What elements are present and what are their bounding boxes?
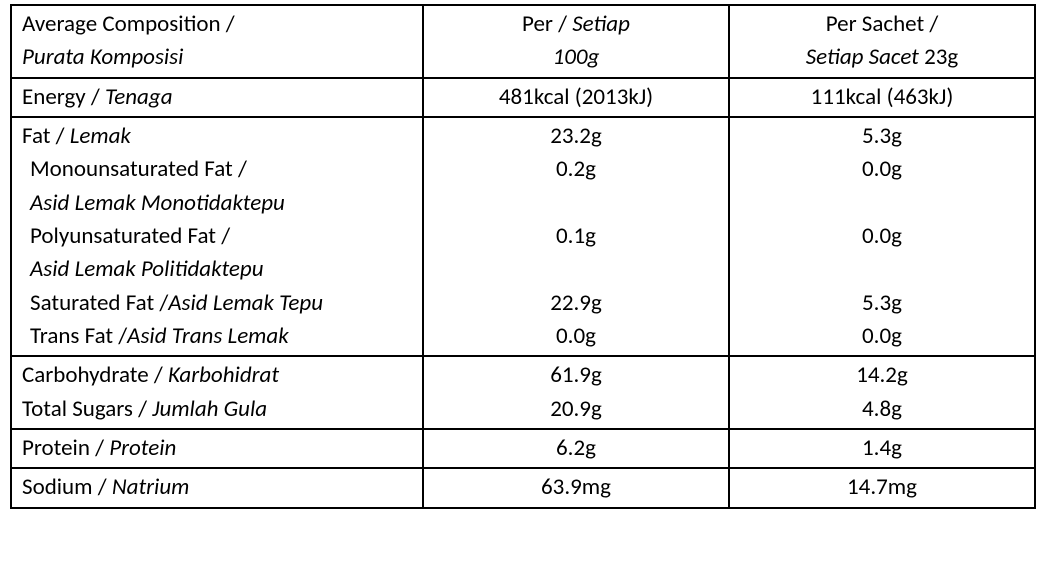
header-col3-alt: Setiap Sacet xyxy=(806,43,924,71)
cell-fat-labels: Fat / Lemak Monounsaturated Fat / Asid L… xyxy=(11,117,423,356)
header-col2-en: Per / xyxy=(522,10,572,38)
cell-sodium-per100: 63.9mg xyxy=(423,468,729,507)
sugars-label-alt: Jumlah Gula xyxy=(152,395,267,423)
fat-label-en: Fat / xyxy=(22,122,70,150)
header-col1-alt: Purata Komposisi xyxy=(22,43,183,71)
row-carb-block: Carbohydrate / Karbohidrat Total Sugars … xyxy=(11,356,1035,429)
nutrition-table: Average Composition / Purata Komposisi P… xyxy=(10,4,1036,509)
cell-protein-persachet: 1.4g xyxy=(729,429,1035,468)
row-protein: Protein / Protein 6.2g 1.4g xyxy=(11,429,1035,468)
cell-fat-per100: 23.2g 0.2g 0.1g 22.9g 0.0g xyxy=(423,117,729,356)
header-col3-tail: 23g xyxy=(924,43,958,71)
cell-energy-persachet: 111kcal (463kJ) xyxy=(729,78,1035,117)
trans-label-alt: Asid Trans Lemak xyxy=(127,322,288,350)
trans-persachet: 0.0g xyxy=(862,322,902,350)
carb-persachet: 14.2g xyxy=(856,361,908,389)
header-col3-en: Per Sachet / xyxy=(826,10,939,38)
cell-energy-label: Energy / Tenaga xyxy=(11,78,423,117)
table-header-row: Average Composition / Purata Komposisi P… xyxy=(11,5,1035,78)
cell-fat-persachet: 5.3g 0.0g 0.0g 5.3g 0.0g xyxy=(729,117,1035,356)
poly-persachet: 0.0g xyxy=(862,222,902,250)
header-col3: Per Sachet / Setiap Sacet 23g xyxy=(729,5,1035,78)
header-col2-line2: 100g xyxy=(553,43,600,71)
sodium-label-alt: Natrium xyxy=(112,473,190,501)
sat-persachet: 5.3g xyxy=(862,289,902,317)
cell-sodium-label: Sodium / Natrium xyxy=(11,468,423,507)
energy-label-alt: Tenaga xyxy=(105,83,173,111)
row-fat-block: Fat / Lemak Monounsaturated Fat / Asid L… xyxy=(11,117,1035,356)
cell-carb-per100: 61.9g 20.9g xyxy=(423,356,729,429)
nutrition-table-wrapper: Average Composition / Purata Komposisi P… xyxy=(0,0,1044,519)
carb-per100: 61.9g xyxy=(550,361,602,389)
fat-persachet: 5.3g xyxy=(862,122,902,150)
cell-carb-labels: Carbohydrate / Karbohidrat Total Sugars … xyxy=(11,356,423,429)
cell-sodium-persachet: 14.7mg xyxy=(729,468,1035,507)
sugars-per100: 20.9g xyxy=(550,395,602,423)
protein-label-alt: Protein xyxy=(109,434,176,462)
sugars-label-en: Total Sugars / xyxy=(22,395,152,423)
row-energy: Energy / Tenaga 481kcal (2013kJ) 111kcal… xyxy=(11,78,1035,117)
sodium-label-en: Sodium / xyxy=(22,473,112,501)
sat-label-en: Saturated Fat / xyxy=(22,287,168,320)
sugars-persachet: 4.8g xyxy=(862,395,902,423)
header-col2-alt: Setiap xyxy=(572,10,630,38)
mono-label-alt: Asid Lemak Monotidaktepu xyxy=(22,187,285,220)
sat-per100: 22.9g xyxy=(550,289,602,317)
mono-persachet: 0.0g xyxy=(862,155,902,183)
trans-per100: 0.0g xyxy=(556,322,596,350)
cell-energy-per100: 481kcal (2013kJ) xyxy=(423,78,729,117)
header-col1: Average Composition / Purata Komposisi xyxy=(11,5,423,78)
energy-label-en: Energy / xyxy=(22,83,105,111)
trans-label-en: Trans Fat / xyxy=(22,320,127,353)
cell-carb-persachet: 14.2g 4.8g xyxy=(729,356,1035,429)
fat-per100: 23.2g xyxy=(550,122,602,150)
poly-label-en: Polyunsaturated Fat / xyxy=(22,220,230,253)
header-col1-en: Average Composition / xyxy=(22,10,235,38)
sat-label-alt: Asid Lemak Tepu xyxy=(168,289,323,317)
poly-per100: 0.1g xyxy=(556,222,596,250)
row-sodium: Sodium / Natrium 63.9mg 14.7mg xyxy=(11,468,1035,507)
cell-protein-label: Protein / Protein xyxy=(11,429,423,468)
fat-label-alt: Lemak xyxy=(70,122,131,150)
protein-label-en: Protein / xyxy=(22,434,109,462)
cell-protein-per100: 6.2g xyxy=(423,429,729,468)
carb-label-alt: Karbohidrat xyxy=(168,361,279,389)
carb-label-en: Carbohydrate / xyxy=(22,361,168,389)
poly-label-alt: Asid Lemak Politidaktepu xyxy=(22,253,264,286)
header-col2: Per / Setiap 100g xyxy=(423,5,729,78)
mono-label-en: Monounsaturated Fat / xyxy=(22,153,247,186)
mono-per100: 0.2g xyxy=(556,155,596,183)
